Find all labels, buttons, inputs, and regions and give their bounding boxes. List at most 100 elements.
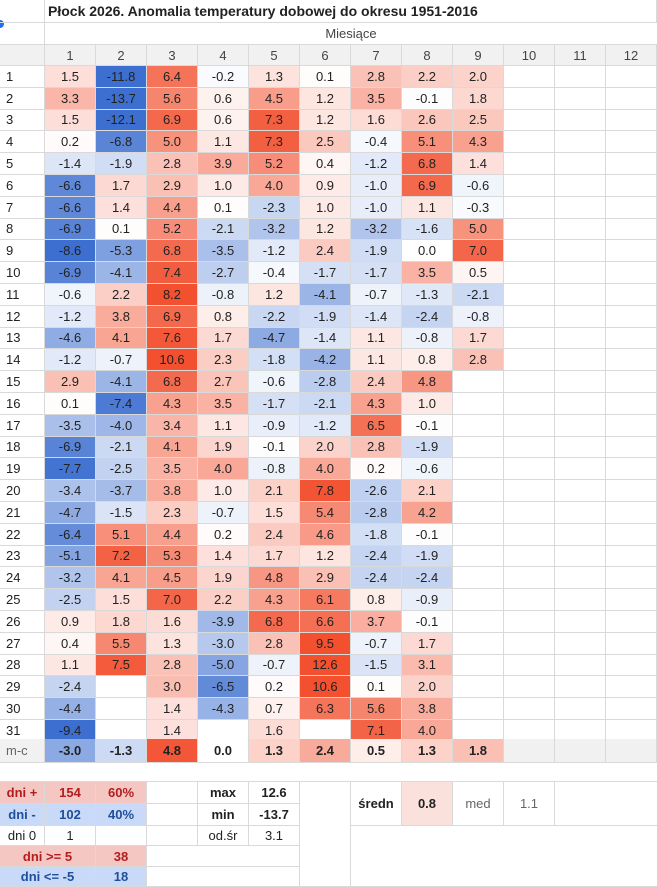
- value-cell[interactable]: [606, 523, 657, 546]
- value-cell[interactable]: -0.6: [453, 175, 504, 197]
- value-cell[interactable]: 3.5: [351, 87, 402, 110]
- value-cell[interactable]: [606, 196, 657, 219]
- value-cell[interactable]: [606, 371, 657, 393]
- value-cell[interactable]: 1.0: [300, 196, 351, 219]
- value-cell[interactable]: [504, 66, 555, 88]
- value-cell[interactable]: [504, 676, 555, 699]
- day-label-9[interactable]: 9: [0, 240, 45, 263]
- value-cell[interactable]: 1.1: [351, 349, 402, 372]
- value-cell[interactable]: 4.3: [147, 393, 198, 415]
- value-cell[interactable]: [606, 567, 657, 590]
- value-cell[interactable]: [504, 218, 555, 241]
- value-cell[interactable]: [555, 284, 606, 306]
- value-cell[interactable]: 4.0: [300, 458, 351, 481]
- value-cell[interactable]: 2.0: [453, 66, 504, 88]
- month-header-6[interactable]: 6: [300, 45, 351, 66]
- value-cell[interactable]: [453, 371, 504, 393]
- value-cell[interactable]: 3.5: [147, 458, 198, 481]
- value-cell[interactable]: 2.3: [147, 502, 198, 524]
- value-cell[interactable]: -4.3: [198, 698, 249, 720]
- value-cell[interactable]: -2.4: [351, 545, 402, 568]
- value-cell[interactable]: 1.1: [45, 654, 96, 677]
- value-cell[interactable]: -4.4: [45, 698, 96, 720]
- value-cell[interactable]: 6.9: [147, 109, 198, 132]
- value-cell[interactable]: -0.7: [351, 632, 402, 655]
- value-cell[interactable]: [606, 458, 657, 481]
- med-label[interactable]: med: [453, 782, 504, 826]
- value-cell[interactable]: 6.4: [147, 66, 198, 88]
- value-cell[interactable]: [555, 523, 606, 546]
- value-cell[interactable]: 4.3: [453, 131, 504, 154]
- value-cell[interactable]: -0.1: [402, 611, 453, 633]
- value-cell[interactable]: -0.8: [249, 458, 300, 481]
- value-cell[interactable]: -2.1: [96, 436, 147, 459]
- value-cell[interactable]: [555, 305, 606, 328]
- value-cell[interactable]: 2.7: [198, 371, 249, 393]
- day-label-20[interactable]: 20: [0, 480, 45, 502]
- month-header-12[interactable]: 12: [606, 45, 657, 66]
- value-cell[interactable]: [555, 66, 606, 88]
- value-cell[interactable]: [555, 567, 606, 590]
- value-cell[interactable]: -0.2: [198, 66, 249, 88]
- value-cell[interactable]: -2.2: [249, 305, 300, 328]
- value-cell[interactable]: 4.0: [249, 175, 300, 197]
- value-cell[interactable]: 2.4: [300, 240, 351, 263]
- value-cell[interactable]: 5.1: [402, 131, 453, 154]
- value-cell[interactable]: 4.3: [351, 393, 402, 415]
- value-cell[interactable]: -5.1: [45, 545, 96, 568]
- value-cell[interactable]: -3.2: [45, 567, 96, 590]
- value-cell[interactable]: [606, 698, 657, 720]
- value-cell[interactable]: 1.8: [453, 87, 504, 110]
- value-cell[interactable]: [606, 589, 657, 611]
- value-cell[interactable]: 1.7: [249, 545, 300, 568]
- value-cell[interactable]: 3.8: [96, 305, 147, 328]
- value-cell[interactable]: [606, 611, 657, 633]
- empty-cell[interactable]: [96, 826, 147, 846]
- value-cell[interactable]: -4.6: [45, 327, 96, 350]
- value-cell[interactable]: 2.4: [351, 371, 402, 393]
- value-cell[interactable]: 0.1: [198, 196, 249, 219]
- value-cell[interactable]: -6.9: [45, 436, 96, 459]
- value-cell[interactable]: -0.8: [198, 284, 249, 306]
- value-cell[interactable]: -6.6: [45, 175, 96, 197]
- day-label-11[interactable]: 11: [0, 284, 45, 306]
- value-cell[interactable]: 5.0: [453, 218, 504, 241]
- value-cell[interactable]: -8.6: [45, 240, 96, 263]
- mean-cell[interactable]: 4.8: [147, 739, 198, 763]
- empty-cell[interactable]: [147, 782, 198, 804]
- value-cell[interactable]: [606, 87, 657, 110]
- value-cell[interactable]: 4.3: [249, 589, 300, 611]
- value-cell[interactable]: 2.2: [96, 284, 147, 306]
- value-cell[interactable]: 1.6: [351, 109, 402, 132]
- value-cell[interactable]: 1.2: [300, 545, 351, 568]
- value-cell[interactable]: -3.9: [198, 611, 249, 633]
- day-label-23[interactable]: 23: [0, 545, 45, 568]
- month-header-2[interactable]: 2: [96, 45, 147, 66]
- value-cell[interactable]: 1.2: [249, 284, 300, 306]
- value-cell[interactable]: [504, 523, 555, 546]
- dni-plus-pct[interactable]: 60%: [96, 782, 147, 804]
- sredn-value[interactable]: 0.8: [402, 782, 453, 826]
- day-label-4[interactable]: 4: [0, 131, 45, 154]
- value-cell[interactable]: -12.1: [96, 109, 147, 132]
- value-cell[interactable]: [453, 611, 504, 633]
- value-cell[interactable]: 4.1: [96, 567, 147, 590]
- empty-cell[interactable]: [351, 826, 657, 887]
- value-cell[interactable]: -1.2: [45, 349, 96, 372]
- value-cell[interactable]: [606, 632, 657, 655]
- value-cell[interactable]: 1.0: [198, 480, 249, 502]
- value-cell[interactable]: 1.6: [147, 611, 198, 633]
- value-cell[interactable]: 1.5: [249, 502, 300, 524]
- value-cell[interactable]: -2.5: [96, 458, 147, 481]
- value-cell[interactable]: [504, 109, 555, 132]
- empty-cell[interactable]: [147, 826, 198, 846]
- value-cell[interactable]: [504, 393, 555, 415]
- value-cell[interactable]: [555, 676, 606, 699]
- value-cell[interactable]: [504, 371, 555, 393]
- value-cell[interactable]: [453, 589, 504, 611]
- value-cell[interactable]: 1.1: [402, 196, 453, 219]
- odsr-label[interactable]: od.śr: [198, 826, 249, 846]
- value-cell[interactable]: 1.0: [402, 393, 453, 415]
- value-cell[interactable]: 6.8: [249, 611, 300, 633]
- value-cell[interactable]: 7.3: [249, 131, 300, 154]
